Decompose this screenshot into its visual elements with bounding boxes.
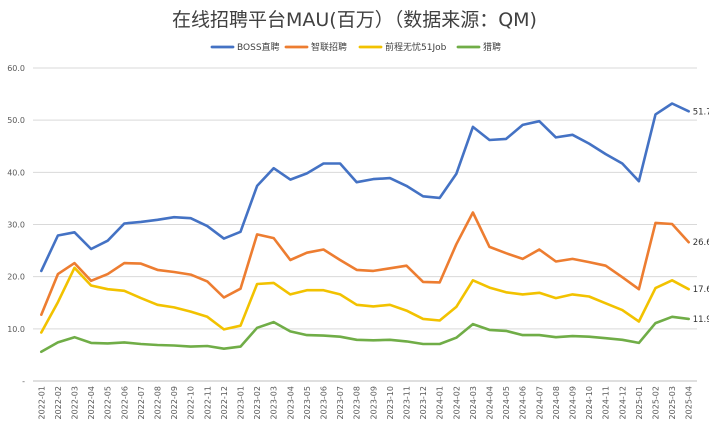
legend-label: 前程无忧51Job: [385, 41, 447, 53]
x-tick-label: 2022-08: [154, 386, 163, 419]
x-tick-label: 2025-03: [668, 386, 677, 419]
end-value-label: 11.9: [693, 315, 709, 325]
legend-label: 智联招聘: [311, 41, 347, 53]
x-tick-label: 2023-11: [403, 386, 412, 419]
x-tick-label: 2024-06: [519, 386, 528, 419]
series-line: [39, 211, 691, 317]
series-line: [39, 102, 691, 273]
x-tick-label: 2024-11: [602, 386, 611, 419]
x-tick-label: 2023-12: [419, 386, 428, 419]
x-tick-label: 2022-03: [71, 386, 80, 419]
x-tick-label: 2023-07: [336, 386, 345, 419]
end-value-label: 26.6: [693, 238, 709, 248]
x-tick-label: 2023-09: [369, 386, 378, 419]
x-tick-label: 2022-10: [187, 386, 196, 419]
x-tick-label: 2024-09: [569, 386, 578, 419]
y-axis: - 10.0 20.0 30.0 40.0 50.0 60.0: [7, 64, 25, 386]
x-tick-label: 2024-10: [585, 386, 594, 419]
x-tick-label: 2022-04: [87, 386, 96, 419]
end-labels: 51.7 26.6 17.6 11.9: [693, 107, 709, 325]
y-tick-label: 20.0: [7, 273, 25, 282]
x-tick-label: 2022-12: [220, 386, 229, 419]
end-value-label: 17.6: [693, 285, 709, 295]
series-line: [39, 266, 691, 334]
series-lines: [39, 102, 691, 354]
x-tick-label: 2022-01: [37, 386, 46, 419]
x-tick-label: 2023-03: [270, 386, 279, 419]
chart-title: 在线招聘平台MAU(百万）（数据来源：QM): [172, 9, 537, 31]
y-tick-label: 40.0: [7, 168, 25, 177]
x-tick-label: 2022-02: [54, 386, 63, 419]
end-value-label: 51.7: [693, 107, 709, 117]
y-tick-label: 50.0: [7, 116, 25, 125]
x-tick-label: 2024-01: [436, 386, 445, 419]
x-tick-label: 2024-02: [452, 386, 461, 419]
legend-label: BOSS直聘: [237, 41, 280, 53]
x-tick-label: 2024-07: [535, 386, 544, 419]
x-tick-label: 2022-09: [170, 386, 179, 419]
y-tick-label: -: [22, 377, 25, 386]
x-axis: 2022-01 2022-02 2022-03 2022-04 2022-05 2022-…: [37, 386, 693, 419]
x-tick-label: 2024-12: [618, 386, 627, 419]
x-tick-label: 2022-07: [137, 386, 146, 419]
y-tick-label: 30.0: [7, 221, 25, 230]
x-tick-label: 2024-04: [486, 386, 495, 419]
x-tick-label: 2023-04: [286, 386, 295, 419]
x-tick-label: 2023-06: [320, 386, 329, 419]
x-tick-label: 2025-01: [635, 386, 644, 419]
legend-label: 猎聘: [483, 41, 501, 53]
x-tick-label: 2024-03: [469, 386, 478, 419]
y-tick-label: 60.0: [7, 64, 25, 73]
x-tick-label: 2024-08: [552, 386, 561, 419]
x-tick-label: 2024-05: [502, 386, 511, 419]
series-line: [39, 315, 691, 354]
x-tick-label: 2025-04: [685, 386, 694, 419]
x-tick-label: 2023-02: [253, 386, 262, 419]
x-tick-label: 2023-10: [386, 386, 395, 419]
x-tick-label: 2022-11: [203, 386, 212, 419]
x-tick-label: 2022-06: [120, 386, 129, 419]
x-tick-label: 2025-02: [652, 386, 661, 419]
x-tick-label: 2023-08: [353, 386, 362, 419]
x-tick-label: 2022-05: [104, 386, 113, 419]
grid: [33, 67, 697, 382]
y-tick-label: 10.0: [7, 325, 25, 334]
x-tick-label: 2023-01: [237, 386, 246, 419]
x-tick-label: 2023-05: [303, 386, 312, 419]
legend: BOSS直聘 智联招聘 前程无忧51Job 猎聘: [210, 41, 501, 53]
